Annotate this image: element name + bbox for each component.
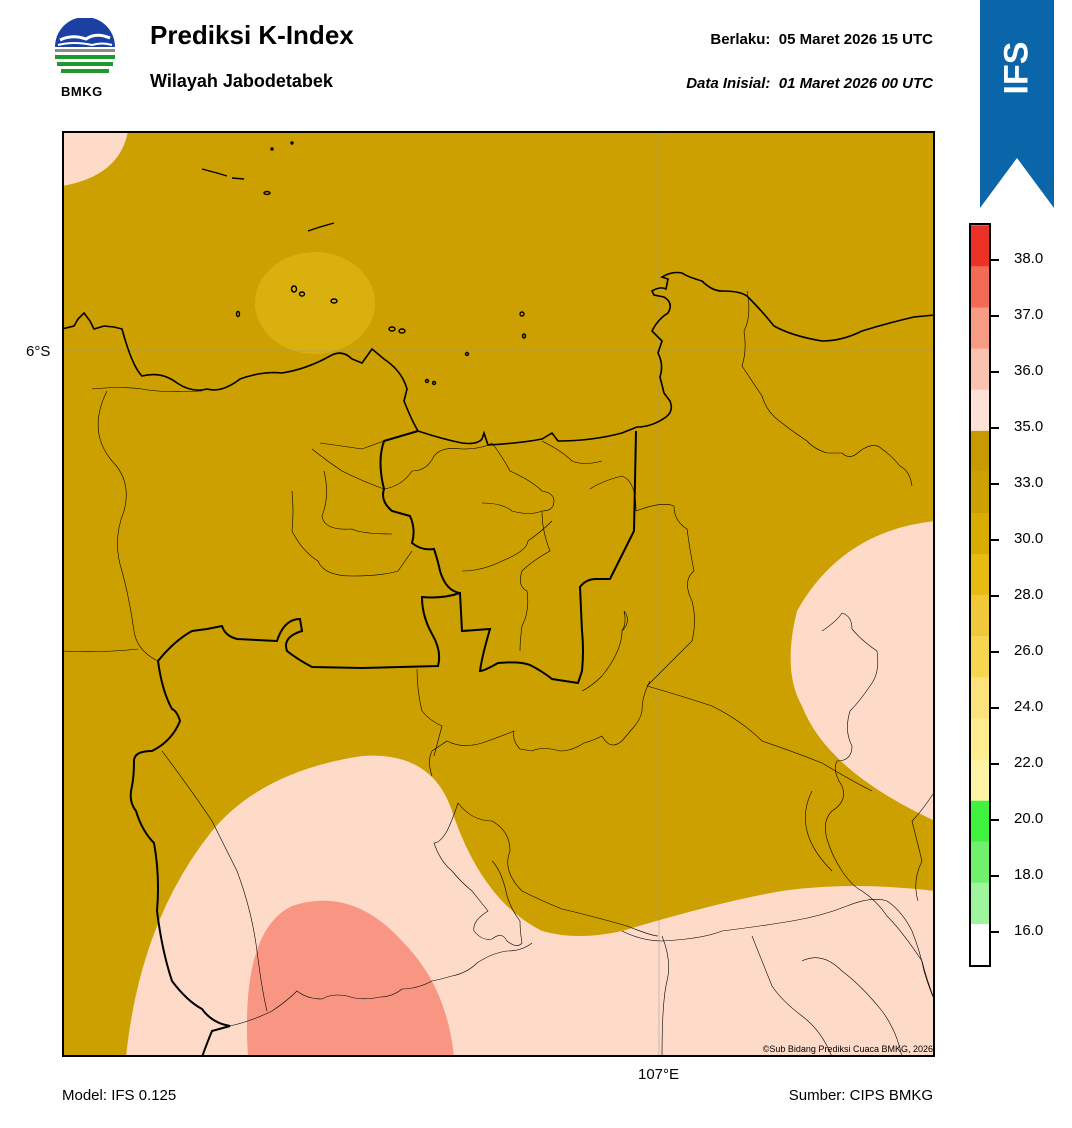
colorbar-segment bbox=[971, 430, 989, 472]
map-credit: ©Sub Bidang Prediksi Cuaca BMKG, 2026 bbox=[762, 1044, 933, 1054]
colorbar-segment bbox=[971, 759, 989, 801]
colorbar-segment bbox=[971, 636, 989, 678]
colorbar-tick bbox=[991, 483, 999, 485]
longitude-label: 107°E bbox=[638, 1066, 680, 1083]
page-subtitle: Wilayah Jabodetabek bbox=[150, 71, 333, 91]
province-boundary bbox=[379, 430, 637, 685]
coastline bbox=[62, 271, 935, 446]
init-label: Data Inisial: bbox=[686, 75, 771, 92]
colorbar-tick bbox=[991, 371, 999, 373]
latitude-label: 6°S bbox=[26, 343, 51, 360]
colorbar-tick bbox=[991, 875, 999, 877]
colorbar-segment bbox=[971, 800, 989, 842]
colorbar-tick-label: 20.0 bbox=[1014, 810, 1044, 827]
colorbar-segment bbox=[971, 677, 989, 719]
colorbar bbox=[969, 223, 991, 967]
valid-value: 05 Maret 2026 15 UTC bbox=[778, 31, 933, 48]
k-index-zone-30-33 bbox=[255, 252, 375, 354]
colorbar-segment bbox=[971, 307, 989, 349]
init-value: 01 Maret 2026 00 UTC bbox=[778, 75, 933, 92]
islands bbox=[201, 141, 527, 386]
colorbar-tick bbox=[991, 651, 999, 653]
ribbon-label: IFS bbox=[997, 41, 1036, 95]
colorbar-segment bbox=[971, 882, 989, 924]
colorbar-frame bbox=[969, 223, 991, 967]
page-title: Prediksi K-Index bbox=[150, 20, 354, 50]
colorbar-segment bbox=[971, 554, 989, 596]
colorbar-tick bbox=[991, 427, 999, 429]
colorbar-tick-label: 35.0 bbox=[1014, 418, 1044, 435]
colorbar-tick bbox=[991, 763, 999, 765]
model-info: Model: IFS 0.125 bbox=[62, 1087, 177, 1104]
colorbar-tick bbox=[991, 539, 999, 541]
colorbar-tick bbox=[991, 819, 999, 821]
colorbar-tick-label: 36.0 bbox=[1014, 362, 1044, 379]
map-frame bbox=[62, 131, 935, 1057]
map-canvas bbox=[62, 131, 935, 1057]
colorbar-tick-label: 38.0 bbox=[1014, 250, 1044, 267]
colorbar-tick bbox=[991, 707, 999, 709]
colorbar-segment bbox=[971, 471, 989, 513]
colorbar-segment bbox=[971, 225, 989, 267]
valid-time: Berlaku: 05 Maret 2026 15 UTC bbox=[710, 31, 933, 48]
colorbar-tick bbox=[991, 931, 999, 933]
colorbar-tick-label: 16.0 bbox=[1014, 922, 1044, 939]
ribbon-shape bbox=[980, 0, 1054, 208]
colorbar-tick-label: 26.0 bbox=[1014, 642, 1044, 659]
regency-boundaries bbox=[62, 290, 935, 1057]
bmkg-logo: BMKG bbox=[52, 17, 118, 104]
colorbar-scale bbox=[969, 223, 991, 967]
bmkg-emblem-icon bbox=[55, 17, 115, 73]
colorbar-tick-label: 22.0 bbox=[1014, 754, 1044, 771]
model-ribbon: IFS bbox=[980, 0, 1054, 208]
k-index-zone-35-36-corner bbox=[62, 131, 128, 186]
k-index-zone-35-36-east bbox=[790, 521, 935, 821]
colorbar-segment bbox=[971, 718, 989, 760]
colorbar-segment bbox=[971, 841, 989, 883]
colorbar-segment bbox=[971, 348, 989, 390]
province-boundary bbox=[129, 592, 461, 1057]
colorbar-segment bbox=[971, 595, 989, 637]
colorbar-segment bbox=[971, 512, 989, 555]
init-time: Data Inisial: 01 Maret 2026 00 UTC bbox=[686, 75, 933, 92]
colorbar-tick bbox=[991, 595, 999, 597]
colorbar-segment bbox=[971, 389, 989, 431]
colorbar-segment bbox=[971, 923, 989, 966]
colorbar-tick-label: 18.0 bbox=[1014, 866, 1044, 883]
k-index-zone-36-37 bbox=[246, 900, 454, 1057]
k-index-map: ©Sub Bidang Prediksi Cuaca BMKG, 2026 bbox=[62, 131, 935, 1057]
colorbar-tick-label: 37.0 bbox=[1014, 306, 1044, 323]
logo-text: BMKG bbox=[61, 84, 103, 99]
colorbar-tick bbox=[991, 315, 999, 317]
colorbar-tick-label: 33.0 bbox=[1014, 474, 1044, 491]
colorbar-tick-label: 28.0 bbox=[1014, 586, 1044, 603]
source-info: Sumber: CIPS BMKG bbox=[788, 1087, 933, 1104]
colorbar-tick-label: 24.0 bbox=[1014, 698, 1044, 715]
colorbar-tick-label: 30.0 bbox=[1014, 530, 1044, 547]
colorbar-tick bbox=[991, 259, 999, 261]
valid-label: Berlaku: bbox=[710, 31, 771, 48]
colorbar-segment bbox=[971, 266, 989, 308]
